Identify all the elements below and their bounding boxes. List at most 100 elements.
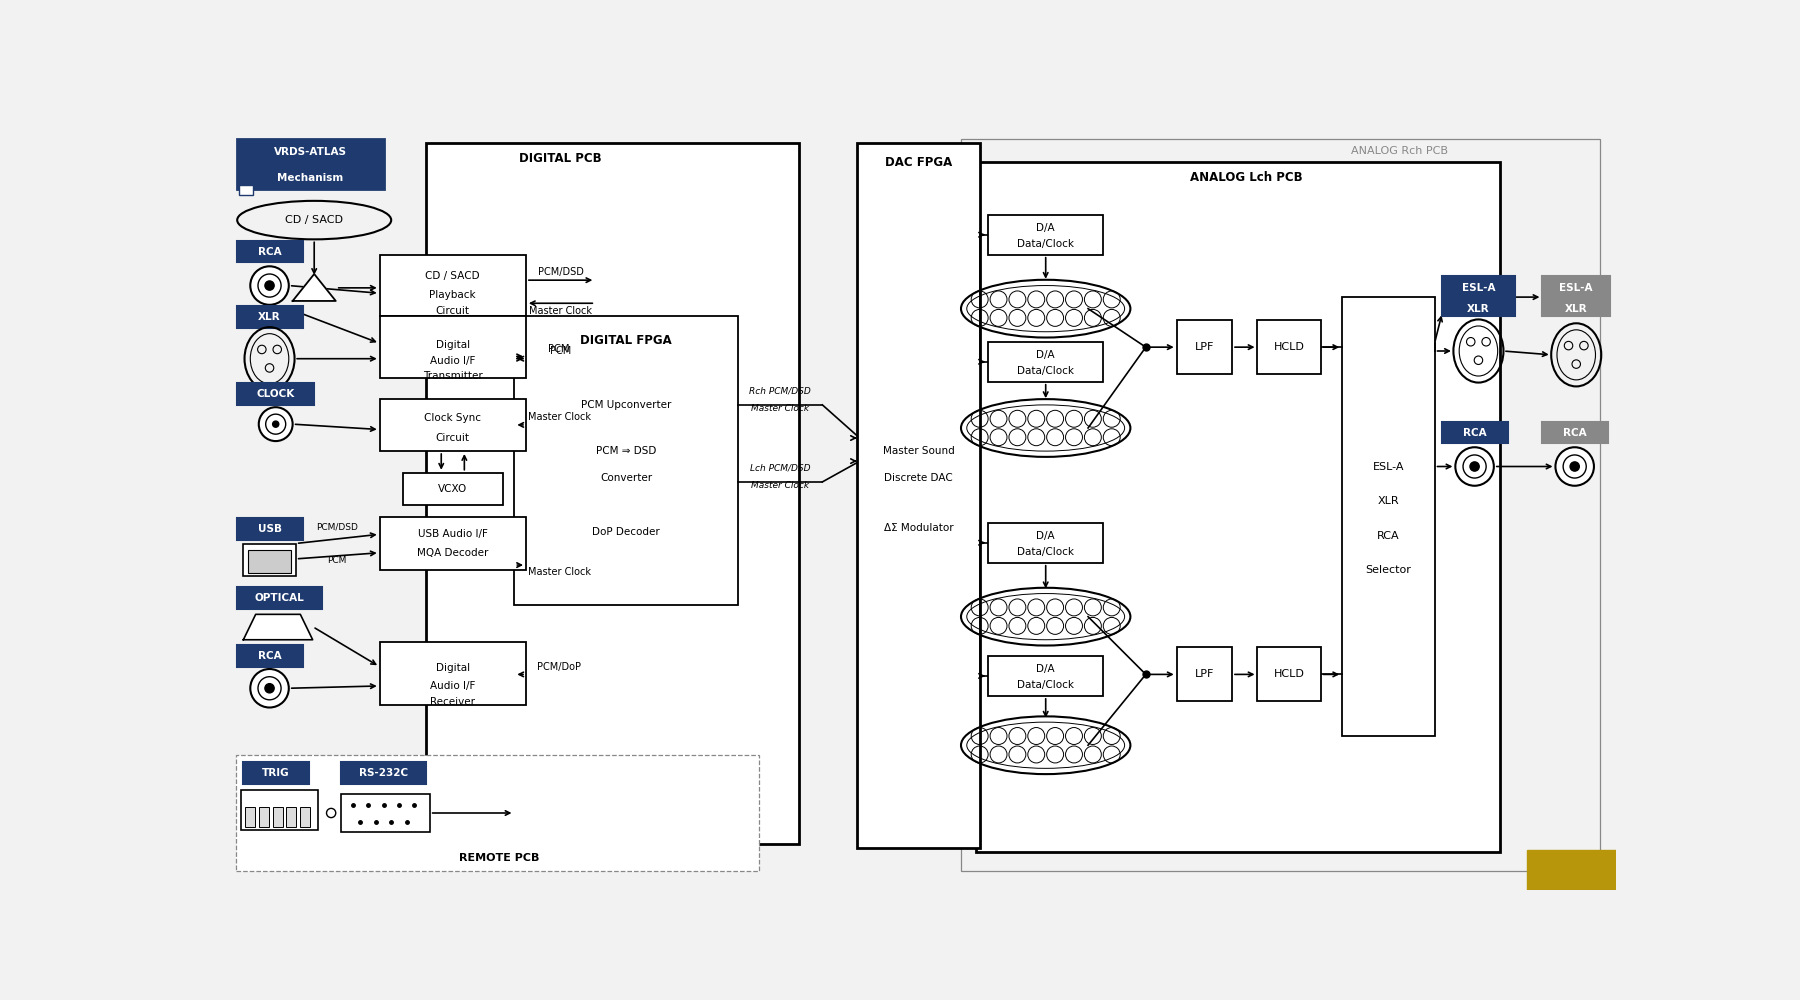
Text: PCM/DSD: PCM/DSD xyxy=(317,522,358,531)
Text: DAC FPGA: DAC FPGA xyxy=(886,156,952,169)
Circle shape xyxy=(326,808,337,818)
FancyBboxPatch shape xyxy=(241,790,319,830)
Text: XLR: XLR xyxy=(1467,304,1490,314)
Text: DIGITAL PCB: DIGITAL PCB xyxy=(518,152,601,165)
FancyBboxPatch shape xyxy=(238,645,302,667)
Text: Audio I/F: Audio I/F xyxy=(430,681,475,691)
Text: Discrete DAC: Discrete DAC xyxy=(884,473,952,483)
Text: OPTICAL: OPTICAL xyxy=(254,593,304,603)
Circle shape xyxy=(1562,455,1586,478)
Text: DIGITAL FPGA: DIGITAL FPGA xyxy=(580,334,671,347)
Text: RCA: RCA xyxy=(1562,428,1586,438)
FancyBboxPatch shape xyxy=(1258,647,1321,701)
Text: PCM: PCM xyxy=(328,556,347,565)
FancyBboxPatch shape xyxy=(243,762,310,784)
Text: USB Audio I/F: USB Audio I/F xyxy=(418,529,488,539)
Text: PCM: PCM xyxy=(549,344,571,354)
Text: Digital: Digital xyxy=(436,663,470,673)
FancyBboxPatch shape xyxy=(239,185,252,195)
Text: RCA: RCA xyxy=(257,247,281,257)
FancyBboxPatch shape xyxy=(286,807,297,827)
FancyBboxPatch shape xyxy=(301,807,310,827)
FancyBboxPatch shape xyxy=(342,762,427,784)
Text: XLR: XLR xyxy=(1377,496,1399,506)
FancyBboxPatch shape xyxy=(988,215,1103,255)
FancyBboxPatch shape xyxy=(1526,850,1616,890)
FancyBboxPatch shape xyxy=(961,139,1600,871)
FancyBboxPatch shape xyxy=(976,162,1499,852)
FancyBboxPatch shape xyxy=(380,517,526,570)
Text: LPF: LPF xyxy=(1195,669,1213,679)
FancyBboxPatch shape xyxy=(243,544,295,576)
Text: Rch PCM/DSD: Rch PCM/DSD xyxy=(749,387,812,396)
Text: ESL-A: ESL-A xyxy=(1373,462,1404,472)
Circle shape xyxy=(265,281,274,290)
Text: CD / SACD: CD / SACD xyxy=(284,215,344,225)
Text: Data/Clock: Data/Clock xyxy=(1017,239,1075,249)
Polygon shape xyxy=(293,274,337,301)
Text: Digital: Digital xyxy=(436,340,470,350)
FancyBboxPatch shape xyxy=(272,807,283,827)
Text: LPF: LPF xyxy=(1195,342,1213,352)
Text: D/A: D/A xyxy=(1037,350,1055,360)
FancyBboxPatch shape xyxy=(988,342,1103,382)
FancyBboxPatch shape xyxy=(988,523,1103,563)
Text: XLR: XLR xyxy=(257,312,281,322)
Text: Selector: Selector xyxy=(1366,565,1411,575)
Text: Circuit: Circuit xyxy=(436,433,470,443)
FancyBboxPatch shape xyxy=(403,473,502,505)
FancyBboxPatch shape xyxy=(1343,297,1435,736)
Text: ANALOG Rch PCB: ANALOG Rch PCB xyxy=(1352,146,1449,156)
Text: Converter: Converter xyxy=(599,473,652,483)
Text: RCA: RCA xyxy=(1377,531,1400,541)
FancyBboxPatch shape xyxy=(236,755,760,871)
Text: Master Clock: Master Clock xyxy=(751,404,810,413)
Text: Mechanism: Mechanism xyxy=(277,173,344,183)
Text: Audio I/F: Audio I/F xyxy=(430,356,475,366)
FancyBboxPatch shape xyxy=(1442,276,1516,316)
Text: VRDS-ATLAS: VRDS-ATLAS xyxy=(274,147,347,157)
Text: TRIG: TRIG xyxy=(261,768,290,778)
Text: Clock Sync: Clock Sync xyxy=(425,413,481,423)
FancyBboxPatch shape xyxy=(238,587,322,609)
Text: HCLD: HCLD xyxy=(1274,669,1305,679)
Text: 玩樂郎: 玩樂郎 xyxy=(1562,876,1579,885)
Text: Post76: Post76 xyxy=(1548,858,1593,871)
FancyBboxPatch shape xyxy=(515,316,738,605)
Circle shape xyxy=(250,266,288,305)
Text: Playback: Playback xyxy=(430,290,477,300)
Text: Receiver: Receiver xyxy=(430,697,475,707)
Text: USB: USB xyxy=(257,524,281,534)
Circle shape xyxy=(272,421,279,427)
Text: PCM: PCM xyxy=(551,346,571,356)
FancyBboxPatch shape xyxy=(248,550,292,573)
Circle shape xyxy=(266,414,286,434)
Text: RS-232C: RS-232C xyxy=(358,768,409,778)
FancyBboxPatch shape xyxy=(238,241,302,262)
Circle shape xyxy=(1463,455,1487,478)
Text: PCM/DoP: PCM/DoP xyxy=(536,662,581,672)
Circle shape xyxy=(1570,462,1579,471)
Text: Data/Clock: Data/Clock xyxy=(1017,680,1075,690)
FancyBboxPatch shape xyxy=(1543,276,1611,316)
FancyBboxPatch shape xyxy=(238,518,302,540)
Text: RCA: RCA xyxy=(257,651,281,661)
FancyBboxPatch shape xyxy=(1258,320,1321,374)
FancyBboxPatch shape xyxy=(380,255,526,316)
Text: HCLD: HCLD xyxy=(1274,342,1305,352)
Circle shape xyxy=(1471,462,1480,471)
Circle shape xyxy=(1555,447,1595,486)
FancyBboxPatch shape xyxy=(380,399,526,451)
Circle shape xyxy=(257,274,281,297)
FancyBboxPatch shape xyxy=(427,143,799,844)
Polygon shape xyxy=(243,614,313,640)
Text: REMOTE PCB: REMOTE PCB xyxy=(459,853,540,863)
Text: PCM/DSD: PCM/DSD xyxy=(538,267,583,277)
Text: Transmitter: Transmitter xyxy=(423,371,482,381)
FancyBboxPatch shape xyxy=(1177,320,1231,374)
Text: D/A: D/A xyxy=(1037,664,1055,674)
FancyBboxPatch shape xyxy=(857,143,981,848)
Text: RCA: RCA xyxy=(1463,428,1487,438)
Text: Master Clock: Master Clock xyxy=(751,481,810,490)
Text: PCM Upconverter: PCM Upconverter xyxy=(581,400,671,410)
